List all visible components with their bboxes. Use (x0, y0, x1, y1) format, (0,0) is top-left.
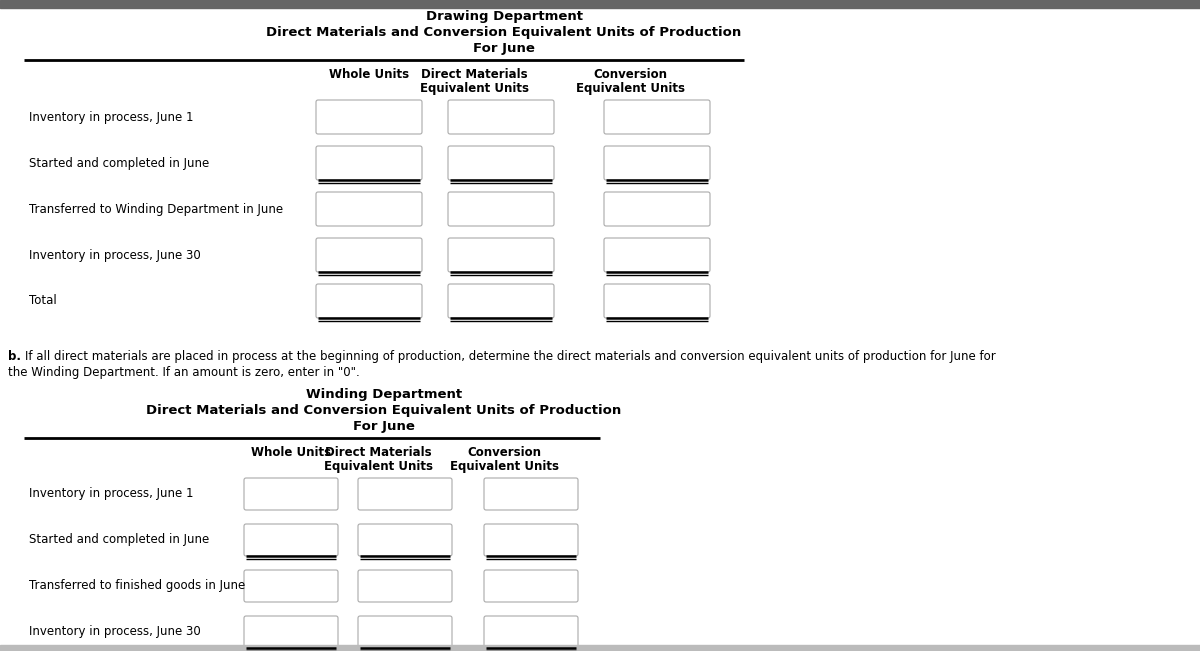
Text: Inventory in process, June 1: Inventory in process, June 1 (29, 111, 193, 124)
Text: Equivalent Units: Equivalent Units (576, 82, 684, 95)
FancyBboxPatch shape (244, 616, 338, 648)
FancyBboxPatch shape (604, 192, 710, 226)
Text: Inventory in process, June 1: Inventory in process, June 1 (29, 488, 193, 501)
Text: Conversion: Conversion (593, 68, 667, 81)
FancyBboxPatch shape (358, 570, 452, 602)
FancyBboxPatch shape (448, 192, 554, 226)
Text: Winding Department: Winding Department (306, 388, 462, 401)
FancyBboxPatch shape (604, 146, 710, 180)
Bar (0, 0, 1200, 8)
FancyBboxPatch shape (604, 284, 710, 318)
Text: Whole Units: Whole Units (329, 68, 409, 81)
FancyBboxPatch shape (484, 570, 578, 602)
FancyBboxPatch shape (316, 284, 422, 318)
Text: Direct Materials and Conversion Equivalent Units of Production: Direct Materials and Conversion Equivale… (146, 404, 622, 417)
Text: Direct Materials: Direct Materials (325, 446, 431, 459)
FancyBboxPatch shape (358, 616, 452, 648)
Text: Drawing Department: Drawing Department (426, 10, 582, 23)
Text: Direct Materials: Direct Materials (421, 68, 527, 81)
Text: b.: b. (8, 350, 22, 363)
FancyBboxPatch shape (484, 478, 578, 510)
FancyBboxPatch shape (604, 238, 710, 272)
Text: the Winding Department. If an amount is zero, enter in "0".: the Winding Department. If an amount is … (8, 366, 360, 379)
Text: Direct Materials and Conversion Equivalent Units of Production: Direct Materials and Conversion Equivale… (266, 26, 742, 39)
Bar (0, 645, 1200, 651)
Text: Total: Total (29, 294, 56, 307)
Text: Equivalent Units: Equivalent Units (324, 460, 432, 473)
FancyBboxPatch shape (316, 192, 422, 226)
Text: Started and completed in June: Started and completed in June (29, 534, 209, 546)
FancyBboxPatch shape (244, 570, 338, 602)
Text: Equivalent Units: Equivalent Units (420, 82, 528, 95)
Text: Transferred to finished goods in June: Transferred to finished goods in June (29, 579, 245, 592)
Text: Transferred to Winding Department in June: Transferred to Winding Department in Jun… (29, 202, 283, 215)
Text: Conversion: Conversion (467, 446, 541, 459)
FancyBboxPatch shape (604, 100, 710, 134)
FancyBboxPatch shape (316, 100, 422, 134)
Text: Inventory in process, June 30: Inventory in process, June 30 (29, 249, 200, 262)
Text: For June: For June (353, 420, 415, 433)
Text: Inventory in process, June 30: Inventory in process, June 30 (29, 626, 200, 639)
FancyBboxPatch shape (448, 284, 554, 318)
Text: If all direct materials are placed in process at the beginning of production, de: If all direct materials are placed in pr… (25, 350, 996, 363)
FancyBboxPatch shape (244, 478, 338, 510)
FancyBboxPatch shape (358, 478, 452, 510)
Text: Whole Units: Whole Units (251, 446, 331, 459)
FancyBboxPatch shape (358, 524, 452, 556)
Text: For June: For June (473, 42, 535, 55)
FancyBboxPatch shape (448, 146, 554, 180)
FancyBboxPatch shape (316, 238, 422, 272)
Text: Started and completed in June: Started and completed in June (29, 156, 209, 169)
FancyBboxPatch shape (448, 238, 554, 272)
FancyBboxPatch shape (316, 146, 422, 180)
FancyBboxPatch shape (484, 616, 578, 648)
FancyBboxPatch shape (448, 100, 554, 134)
Text: Equivalent Units: Equivalent Units (450, 460, 558, 473)
FancyBboxPatch shape (244, 524, 338, 556)
FancyBboxPatch shape (484, 524, 578, 556)
